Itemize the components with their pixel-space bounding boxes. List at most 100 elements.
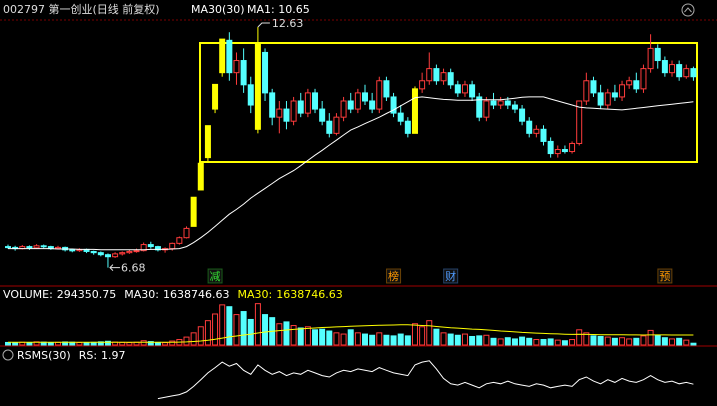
candle-body: [433, 68, 440, 82]
candle-body: [661, 60, 668, 74]
candle-body: [426, 68, 433, 82]
candle-body: [633, 80, 640, 90]
label: MA30:: [237, 288, 272, 301]
volume-bar: [247, 318, 254, 346]
candle-body: [461, 84, 468, 94]
candle-body: [390, 96, 397, 114]
volume-bar: [162, 342, 169, 346]
volume-bar: [411, 323, 418, 346]
candle-body: [419, 80, 426, 90]
volume-bar: [304, 326, 311, 346]
low-annotation: 6.68: [121, 262, 145, 275]
candle-body: [190, 196, 197, 227]
event-badge: [443, 268, 459, 284]
candle-body: [204, 125, 211, 159]
volume-bar: [454, 334, 461, 346]
candle-body: [169, 242, 176, 250]
volume-bar: [154, 341, 161, 346]
volume-bar: [447, 333, 454, 346]
volume-bar: [26, 342, 33, 346]
volume-bar: [340, 333, 347, 346]
volume-bar: [169, 340, 176, 346]
label: RS:: [79, 349, 97, 362]
candle-body: [397, 112, 404, 122]
volume-bar: [5, 341, 11, 346]
event-label: 财: [445, 269, 456, 283]
annotation-arrow: [257, 22, 270, 28]
volume-bar: [519, 336, 526, 346]
volume-ma-line: [8, 324, 694, 343]
volume-bar: [219, 304, 226, 346]
volume-bar: [419, 326, 426, 346]
volume-bar: [283, 321, 290, 346]
volume-bar: [297, 327, 304, 346]
candle-body: [97, 252, 104, 256]
volume-bar: [626, 338, 633, 346]
event-label: 减: [210, 270, 221, 283]
candle-body: [547, 140, 554, 155]
volume-bar: [604, 336, 611, 346]
candle-body: [654, 47, 661, 62]
volume-bar: [561, 340, 568, 346]
volume-bar: [233, 314, 240, 346]
volume-bar: [319, 328, 326, 346]
indicator-label: MA1: 10.65: [247, 3, 310, 16]
label: MA30:: [124, 288, 159, 301]
candle-body: [262, 51, 269, 94]
event-badge: [657, 268, 673, 284]
volume-bar: [476, 335, 483, 346]
candle-body: [33, 245, 40, 249]
volume-bar: [326, 330, 333, 346]
value: 294350.75: [57, 288, 117, 301]
value: 1.97: [101, 349, 126, 362]
volume-header: VOLUME: 294350.75 MA30: 1638746.63 MA30: 1638…: [3, 288, 343, 301]
candle-body: [554, 149, 561, 155]
candle-body: [354, 92, 361, 110]
volume-bar: [212, 313, 219, 346]
ma30-line: [8, 96, 694, 251]
indicator-label: MA30(30): [191, 3, 245, 16]
candle-body: [326, 120, 333, 134]
candle-body: [90, 250, 97, 254]
candle-body: [40, 245, 47, 248]
volume-bar: [226, 306, 233, 346]
collapse-button[interactable]: [681, 3, 695, 17]
volume-bar: [47, 342, 54, 346]
candle-body: [212, 83, 219, 110]
candle-body: [640, 68, 647, 90]
candle-body: [490, 100, 497, 106]
candle-body: [362, 92, 368, 102]
volume-bar: [240, 311, 247, 346]
panel-icon[interactable]: [2, 349, 14, 361]
candle-body: [276, 108, 283, 118]
candle-body: [312, 92, 319, 110]
candle-body: [540, 128, 547, 142]
candle-body: [469, 84, 476, 98]
event-label: 预: [659, 270, 670, 283]
candle-body: [619, 84, 626, 98]
value: 1638746.63: [163, 288, 229, 301]
volume-bar: [597, 335, 604, 346]
volume-bar: [312, 329, 319, 346]
candle-body: [569, 142, 576, 153]
candle-body: [304, 92, 311, 114]
volume-bar: [611, 337, 618, 346]
volume-bar: [583, 332, 590, 346]
volume-bar: [262, 314, 269, 346]
candle-body: [683, 68, 690, 78]
candle-body: [254, 43, 261, 130]
volume-bar: [661, 337, 668, 346]
volume-bar: [590, 335, 597, 346]
volume-bar: [383, 334, 390, 346]
candle-body: [576, 100, 583, 144]
candle-body: [240, 60, 247, 86]
candle-body: [669, 64, 676, 74]
volume-bar: [647, 329, 654, 346]
candle-body: [119, 252, 126, 255]
candle-body: [226, 39, 233, 74]
candle-body: [333, 116, 340, 134]
volume-bar: [490, 337, 497, 346]
candle-body: [504, 100, 511, 106]
rsms-line: [157, 360, 694, 400]
